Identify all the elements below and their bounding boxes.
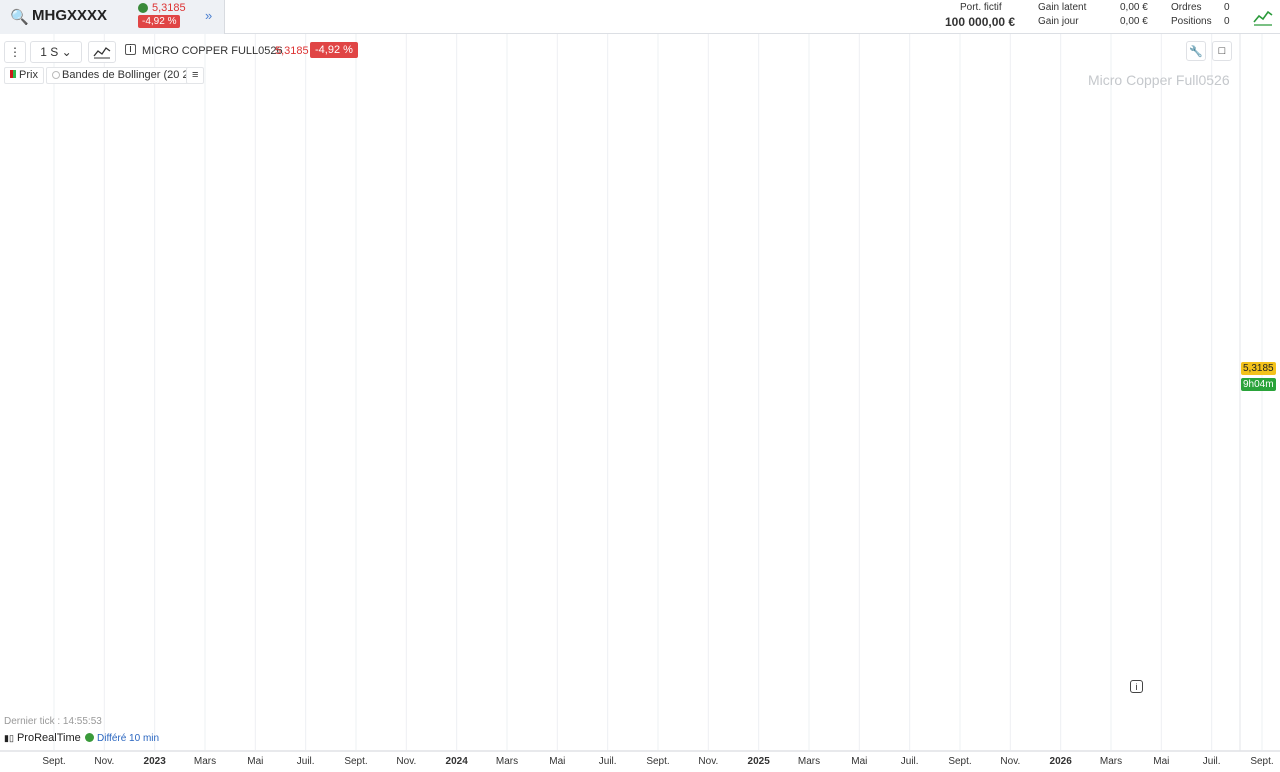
x-tick-label: Mars xyxy=(1100,756,1122,767)
x-tick-label: Nov. xyxy=(94,756,114,767)
x-tick-label: Mars xyxy=(194,756,216,767)
price-chart[interactable]: 3,63,844,24,44,64,855,25,45,65,866,26,46… xyxy=(0,34,1280,772)
x-tick-label: 2023 xyxy=(144,756,167,767)
x-tick-label: Sept. xyxy=(1250,756,1273,767)
last-tick: Dernier tick : 14:55:53 xyxy=(4,716,102,727)
portfolio-label: Port. fictif xyxy=(960,2,1002,13)
x-tick-label: 2026 xyxy=(1050,756,1073,767)
window-icon[interactable]: □ xyxy=(1212,41,1232,61)
x-tick-label: Juil. xyxy=(599,756,617,767)
chart-style-icon[interactable] xyxy=(88,41,116,63)
ticker-box[interactable]: 🔍 MHGXXXX 5,3185 -4,92 % » xyxy=(0,0,225,34)
interval-value: 1 S xyxy=(40,45,59,59)
x-tick-label: Sept. xyxy=(42,756,65,767)
positions-value: 0 xyxy=(1224,16,1230,27)
delay-icon xyxy=(85,733,94,742)
x-tick-label: Juil. xyxy=(297,756,315,767)
x-tick-label: Nov. xyxy=(396,756,416,767)
delay-text: Différé 10 min xyxy=(97,733,160,744)
orders-value: 0 xyxy=(1224,2,1230,13)
x-tick-label: Sept. xyxy=(948,756,971,767)
provider-name: ProRealTime xyxy=(16,732,81,744)
portfolio-value: 100 000,00 € xyxy=(945,15,1016,29)
chart-watermark: Micro Copper Full0526 xyxy=(1088,72,1230,88)
x-tick-label: Nov. xyxy=(698,756,718,767)
legend-price[interactable]: Prix xyxy=(4,67,44,84)
gain-jour-label: Gain jour xyxy=(1038,16,1079,27)
instrument-name: MICRO COPPER FULL0526 xyxy=(142,45,283,57)
x-tick-label: Mai xyxy=(247,756,263,767)
chart-panel-icon[interactable] xyxy=(1252,6,1274,28)
wrench-icon[interactable]: 🔧 xyxy=(1186,41,1206,61)
x-tick-label: Mars xyxy=(496,756,518,767)
positions-label: Positions xyxy=(1171,16,1212,27)
info-icon[interactable]: i xyxy=(125,44,136,55)
ticker-change-badge: -4,92 % xyxy=(138,15,181,28)
gain-latent-value: 0,00 € xyxy=(1120,2,1148,13)
provider-logo: ▮▯ ProRealTime xyxy=(4,732,81,744)
x-tick-label: Juil. xyxy=(1203,756,1221,767)
legend-price-label: Prix xyxy=(19,69,38,81)
market-status-icon xyxy=(138,3,148,13)
x-tick-label: Mai xyxy=(549,756,565,767)
search-icon[interactable]: 🔍 xyxy=(10,9,29,26)
gain-jour-value: 0,00 € xyxy=(1120,16,1148,27)
legend-bollinger-label: Bandes de Bollinger (20 2) xyxy=(62,69,193,81)
x-tick-label: Mai xyxy=(1153,756,1169,767)
x-tick-label: 2025 xyxy=(748,756,771,767)
last-price-tag: 5,3185 xyxy=(1241,362,1276,375)
ticker-price: 5,3185 xyxy=(152,2,186,14)
drag-handle-icon[interactable]: ⋮ xyxy=(4,41,26,63)
orders-label: Ordres xyxy=(1171,2,1202,13)
ticker-symbol[interactable]: MHGXXXX xyxy=(32,7,108,24)
x-tick-label: Sept. xyxy=(646,756,669,767)
top-bar: 🔍 MHGXXXX 5,3185 -4,92 % » Port. fictif … xyxy=(0,0,1280,34)
info-box-icon[interactable]: i xyxy=(1130,680,1143,693)
x-tick-label: Sept. xyxy=(344,756,367,767)
x-tick-label: Mai xyxy=(851,756,867,767)
expand-chevron-icon[interactable]: » xyxy=(205,8,213,23)
legend-bollinger[interactable]: Bandes de Bollinger (20 2) xyxy=(46,67,199,84)
delay-indicator: Différé 10 min xyxy=(85,733,159,744)
interval-selector[interactable]: 1 S ⌄ xyxy=(30,41,82,63)
gain-latent-label: Gain latent xyxy=(1038,2,1087,13)
x-tick-label: Mars xyxy=(798,756,820,767)
legend-list-icon[interactable]: ≡ xyxy=(186,67,205,84)
x-tick-label: Nov. xyxy=(1000,756,1020,767)
x-tick-label: Juil. xyxy=(901,756,919,767)
x-tick-label: 2024 xyxy=(446,756,469,767)
countdown-tag: 9h04m xyxy=(1241,378,1276,391)
instrument-change-badge: -4,92 % xyxy=(310,42,358,58)
instrument-price: 5,3185 xyxy=(275,45,309,57)
